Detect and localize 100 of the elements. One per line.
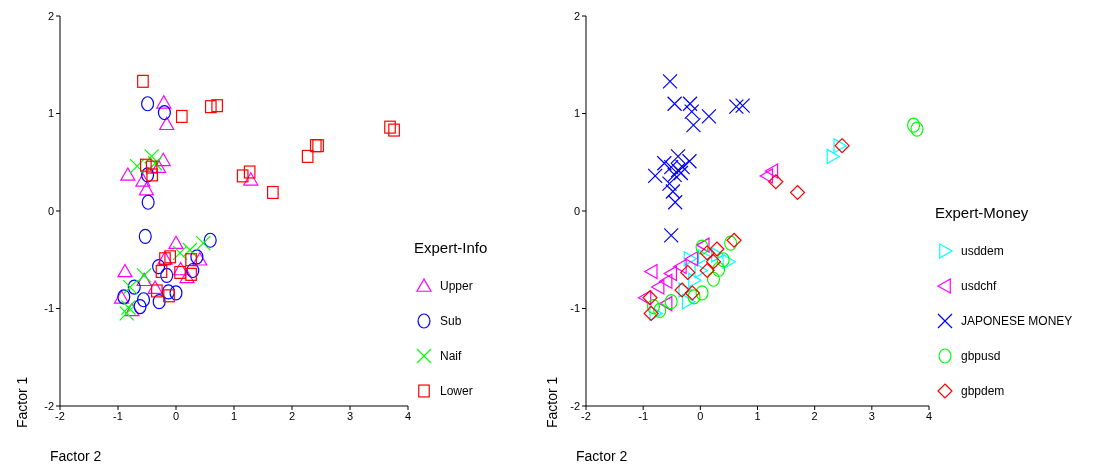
point — [119, 305, 135, 321]
point — [687, 289, 701, 305]
y-tick-label: 0 — [573, 204, 580, 217]
point — [173, 261, 189, 276]
y-tick-label: -1 — [44, 302, 54, 315]
y-tick-label: -2 — [44, 399, 54, 412]
point — [653, 302, 667, 319]
point — [136, 292, 151, 308]
x-tick-label: 1 — [754, 409, 761, 422]
point — [146, 168, 159, 182]
point — [661, 176, 678, 192]
legend-label: Sub — [440, 313, 462, 328]
x-tick-label: 0 — [172, 409, 180, 422]
point — [185, 267, 197, 281]
point — [169, 285, 183, 301]
point — [144, 148, 160, 164]
point — [644, 263, 658, 280]
point — [759, 168, 774, 184]
y-tick-label: -2 — [570, 399, 580, 412]
x-tick-label: 4 — [925, 409, 933, 422]
point — [192, 252, 208, 266]
point — [709, 241, 725, 257]
legend-label: Naif — [440, 348, 462, 363]
point — [724, 235, 738, 251]
legend-label: usdchf — [961, 278, 997, 293]
x-axis-title: Factor 2 — [576, 448, 628, 464]
point — [712, 261, 726, 278]
point — [136, 267, 152, 283]
y-tick-label: 1 — [47, 107, 54, 120]
point — [722, 254, 736, 270]
point — [151, 284, 163, 298]
point — [673, 258, 687, 275]
point — [147, 280, 163, 294]
point — [684, 285, 700, 301]
point — [236, 169, 249, 183]
point — [667, 167, 683, 183]
point — [139, 158, 152, 172]
point — [145, 160, 158, 174]
point — [735, 98, 751, 114]
x-tick-label: 1 — [230, 409, 238, 422]
point — [301, 149, 314, 163]
point — [680, 264, 696, 281]
point — [174, 265, 186, 279]
point — [656, 155, 672, 171]
point — [688, 272, 702, 288]
legend-label: gbpdem — [961, 383, 1005, 398]
point — [141, 194, 155, 210]
point — [706, 271, 721, 287]
point — [667, 194, 683, 210]
x-tick-label: -2 — [55, 409, 65, 422]
point — [664, 294, 678, 310]
point — [726, 232, 742, 248]
point — [674, 282, 690, 298]
point — [157, 104, 171, 121]
point — [117, 263, 133, 278]
point — [826, 148, 840, 164]
point — [152, 294, 166, 310]
point — [659, 296, 673, 312]
point — [907, 117, 921, 133]
point — [211, 99, 224, 113]
y-tick-label: 2 — [47, 9, 54, 22]
point — [163, 289, 175, 303]
x-tick-label: -2 — [581, 409, 591, 422]
point — [159, 116, 175, 131]
point — [716, 252, 730, 268]
point — [384, 120, 396, 134]
point — [670, 148, 686, 164]
point — [141, 96, 155, 112]
legend-label: Lower — [440, 383, 473, 398]
point — [161, 284, 176, 300]
legend-label: Upper — [440, 278, 473, 293]
point — [182, 242, 198, 258]
point — [156, 95, 172, 109]
point — [663, 265, 678, 281]
point — [647, 168, 663, 184]
point — [195, 235, 211, 251]
y-tick-label: -1 — [570, 302, 580, 315]
point — [141, 167, 155, 183]
point — [681, 153, 698, 169]
point — [646, 298, 661, 315]
point — [155, 264, 168, 278]
x-tick-label: 2 — [288, 409, 296, 422]
point — [642, 290, 658, 306]
y-tick-label: 0 — [47, 204, 54, 217]
point — [665, 183, 681, 200]
x-tick-label: 4 — [404, 409, 412, 422]
y-axis-title: Factor 1 — [14, 376, 30, 428]
point — [789, 184, 806, 201]
point — [185, 253, 197, 267]
x-axis-title: Factor 2 — [50, 448, 102, 464]
x-tick-label: 2 — [811, 409, 818, 422]
point — [179, 269, 195, 284]
point — [711, 247, 725, 263]
point — [695, 285, 709, 301]
x-tick-label: 0 — [697, 409, 704, 422]
point — [203, 232, 217, 248]
point — [135, 173, 151, 187]
point — [127, 279, 141, 295]
point — [152, 258, 166, 275]
point — [243, 165, 256, 179]
